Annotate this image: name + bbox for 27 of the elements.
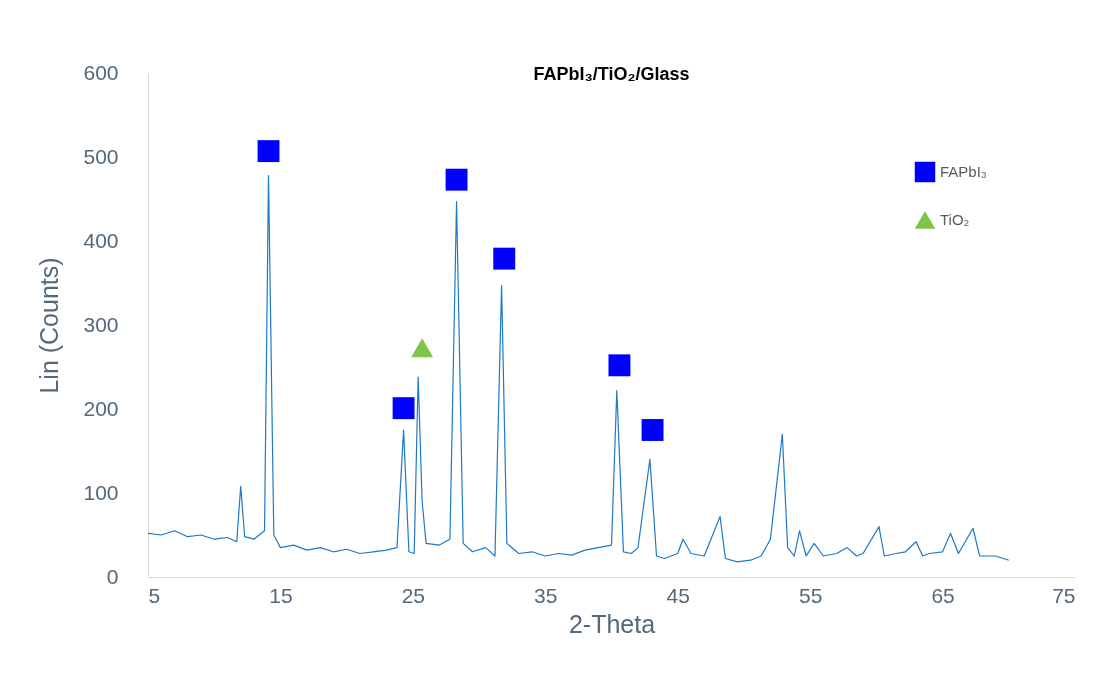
y-tick-label: 0 xyxy=(106,564,119,588)
x-axis-title: 2-Theta xyxy=(568,609,656,638)
y-tick-label: 500 xyxy=(83,144,119,168)
y-tick-label: 600 xyxy=(83,60,119,84)
x-tick-label: 25 xyxy=(401,583,426,607)
x-tick-label: 45 xyxy=(666,583,690,607)
x-tick-label: 75 xyxy=(1052,583,1076,607)
point xyxy=(392,397,415,420)
point xyxy=(493,247,516,270)
y-tick-label: 200 xyxy=(83,396,119,420)
y-tick-label: 300 xyxy=(83,312,119,336)
chart-title: FAPbI₃/TiO₂/Glass xyxy=(533,64,690,84)
x-tick-label: 5 xyxy=(148,583,161,607)
point xyxy=(445,168,468,191)
legend-label: TiO₂ xyxy=(940,211,970,228)
x-tick-label: 55 xyxy=(798,583,823,607)
x-tick-label: 35 xyxy=(534,583,558,607)
legend-label: FAPbI₃ xyxy=(940,163,987,180)
point xyxy=(641,419,664,441)
point xyxy=(257,140,280,163)
y-tick-label: 400 xyxy=(83,228,119,252)
point xyxy=(608,354,631,377)
y-axis-title: Lin (Counts) xyxy=(35,257,64,394)
x-tick-label: 15 xyxy=(269,583,293,607)
y-tick-label: 100 xyxy=(83,480,119,504)
x-tick-label: 65 xyxy=(931,583,955,607)
point xyxy=(411,338,434,358)
